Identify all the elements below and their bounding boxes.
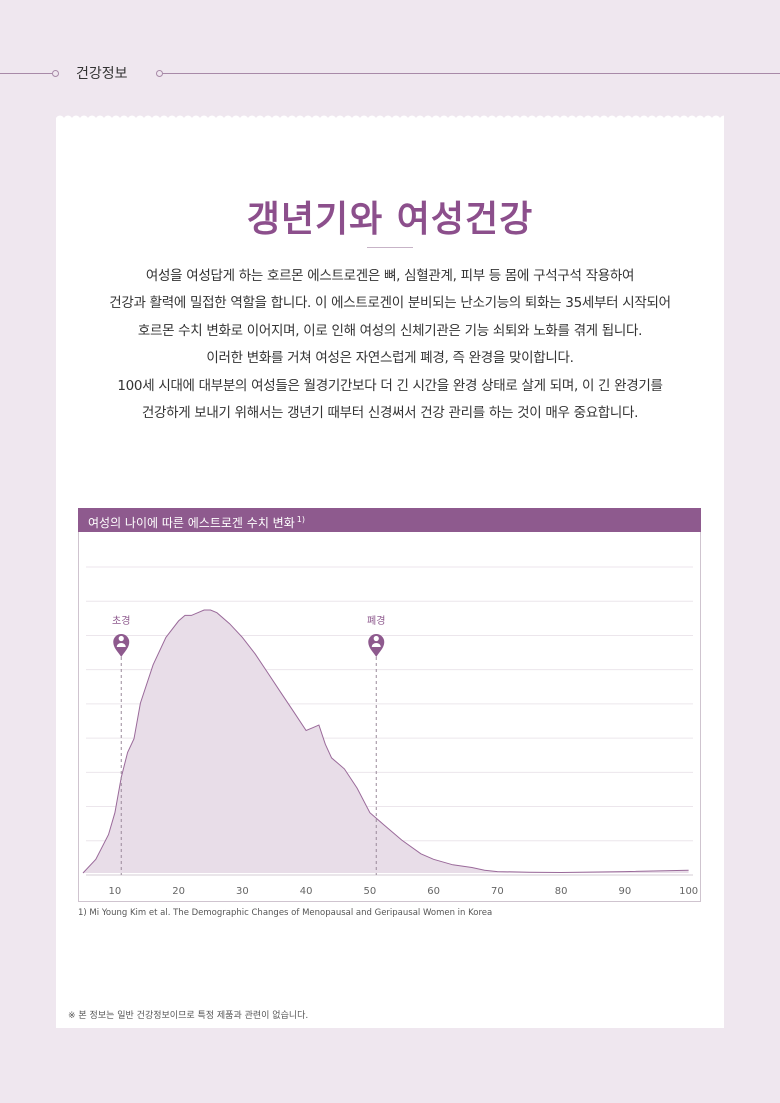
- chart-x-axis: 10 20 30 40 50 60 70 80 90 100: [109, 886, 699, 897]
- intro-text: 여성을 여성답게 하는 호르몬 에스트로겐은 뼈, 심혈관계, 피부 등 몸에 …: [76, 263, 704, 427]
- chart-title-bar: 여성의 나이에 따른 에스트로겐 수치 변화 1): [78, 508, 701, 532]
- x-tick-label: 70: [491, 886, 504, 897]
- x-tick-label: 90: [619, 886, 632, 897]
- article-card: [56, 118, 724, 1028]
- intro-line: 100세 시대에 대부분의 여성들은 월경기간보다 더 긴 시간을 완경 상태로…: [117, 377, 663, 394]
- intro-line: 이러한 변화를 거쳐 여성은 자연스럽게 폐경, 즉 완경을 맞이합니다.: [206, 350, 574, 367]
- marker-label: 초경: [112, 614, 130, 627]
- x-tick-label: 50: [364, 886, 377, 897]
- x-tick-label: 60: [427, 886, 440, 897]
- intro-line: 여성을 여성답게 하는 호르몬 에스트로겐은 뼈, 심혈관계, 피부 등 몸에 …: [145, 268, 635, 284]
- disclaimer: ※ 본 정보는 일반 건강정보이므로 특정 제품과 관련이 없습니다.: [68, 1011, 309, 1021]
- x-tick-label: 100: [679, 886, 698, 897]
- header-rule-left: [0, 73, 52, 74]
- x-tick-label: 40: [300, 886, 313, 897]
- marker-person-head-icon: [373, 635, 379, 642]
- x-tick-label: 20: [172, 886, 185, 897]
- chart-markers: 초경 폐경: [112, 614, 385, 875]
- x-tick-label: 30: [236, 886, 249, 897]
- chart-title: 여성의 나이에 따른 에스트로겐 수치 변화: [88, 516, 295, 530]
- chart-title-footnote-mark: 1): [296, 515, 305, 524]
- header-rule-dot-left: [52, 70, 59, 77]
- estrogen-area: [83, 610, 689, 873]
- page-title: 갱년기와 여성건강: [246, 199, 534, 240]
- marker-person-body-icon: [371, 643, 381, 647]
- marker-label: 폐경: [367, 614, 385, 627]
- estrogen-line: [82, 609, 689, 874]
- estrogen-age-chart: 초경 폐경 10 20 30 40 50 60 70 80 90 100: [82, 566, 699, 897]
- chart-footnote: 1) Mi Young Kim et al. The Demographic C…: [78, 908, 493, 918]
- chart-area-layer: [82, 609, 689, 874]
- card-scalloped-edge: [56, 112, 724, 120]
- marker-person-head-icon: [118, 635, 124, 642]
- intro-line: 건강하게 보내기 위해서는 갱년기 때부터 신경써서 건강 관리를 하는 것이 …: [141, 405, 639, 422]
- x-tick-label: 80: [555, 886, 568, 897]
- intro-line: 호르몬 수치 변화로 이어지며, 이로 인해 여성의 신체기관은 기능 쇠퇴와 …: [137, 322, 643, 339]
- chart-frame: [78, 532, 701, 902]
- intro-line: 건강과 활력에 밀접한 역할을 합니다. 이 에스트로겐이 분비되는 난소기능의…: [109, 295, 671, 312]
- header-rule-right: [162, 73, 780, 74]
- marker-person-body-icon: [116, 643, 126, 647]
- section-label: 건강정보: [76, 66, 128, 82]
- x-tick-label: 10: [109, 886, 122, 897]
- title-divider: [367, 247, 413, 248]
